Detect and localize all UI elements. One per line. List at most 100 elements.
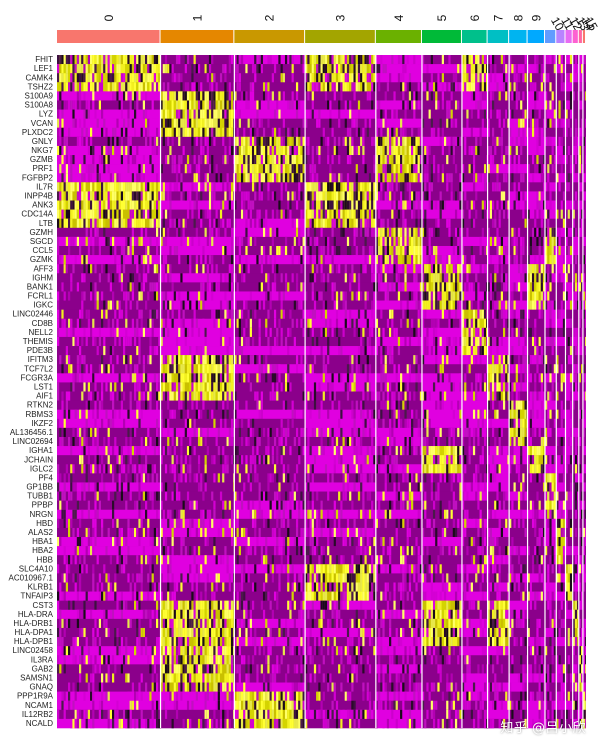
heatmap-cell (153, 82, 156, 92)
heatmap-cell (282, 291, 285, 301)
heatmap-cell (162, 64, 165, 74)
heatmap-cell (441, 200, 444, 210)
heatmap-cell (184, 118, 187, 129)
heatmap-cell (382, 227, 385, 238)
heatmap-cell (76, 191, 79, 201)
heatmap-cell (585, 136, 586, 147)
heatmap-cell (540, 355, 543, 365)
heatmap-cell (408, 155, 412, 165)
heatmap-cell (94, 382, 97, 392)
heatmap-cell (569, 164, 573, 174)
heatmap-cell (160, 209, 163, 219)
heatmap-cell (578, 155, 582, 165)
heatmap-cell (211, 82, 214, 92)
heatmap-cell (329, 164, 332, 174)
heatmap-cell (346, 136, 350, 147)
heatmap-cell (123, 327, 126, 338)
heatmap-cell (228, 373, 231, 383)
heatmap-cell (472, 318, 476, 329)
heatmap-cell (180, 382, 183, 392)
heatmap-cell (404, 227, 407, 238)
heatmap-cell (57, 164, 60, 174)
heatmap-cell (228, 100, 231, 110)
heatmap-block (375, 218, 422, 229)
heatmap-cell (318, 145, 321, 156)
heatmap-cell (366, 55, 369, 65)
heatmap-cell (538, 164, 541, 174)
heatmap-cell (338, 136, 341, 147)
heatmap-cell (305, 318, 308, 329)
heatmap-cell (562, 327, 566, 338)
heatmap-cell (167, 391, 170, 401)
heatmap-block (461, 136, 488, 147)
heatmap-cell (85, 73, 88, 83)
heatmap-block (509, 82, 528, 92)
heatmap-cell (76, 373, 79, 383)
heatmap-cell (454, 282, 458, 292)
heatmap-cell (421, 118, 425, 129)
heatmap-cell (271, 364, 274, 374)
heatmap-cell (524, 200, 527, 210)
heatmap-cell (249, 218, 252, 229)
heatmap-cell (105, 309, 108, 320)
heatmap-cell (262, 91, 266, 101)
heatmap-block (544, 264, 557, 274)
heatmap-cell (120, 191, 123, 201)
heatmap-cell (353, 382, 356, 392)
heatmap-cell (217, 127, 220, 138)
heatmap-cell (153, 218, 156, 229)
heatmap-cell (156, 291, 159, 301)
heatmap-cell (432, 327, 436, 338)
heatmap-cell (331, 200, 334, 210)
heatmap-cell (131, 282, 134, 292)
heatmap-cell (574, 327, 578, 338)
heatmap-cell (81, 182, 84, 192)
heatmap-cell (534, 200, 537, 210)
heatmap-cell (342, 218, 345, 229)
heatmap-cell (134, 73, 137, 83)
heatmap-cell (349, 182, 352, 192)
heatmap-cell (81, 336, 84, 347)
heatmap-cell (556, 155, 559, 165)
heatmap-cell (107, 164, 110, 174)
heatmap-cell (448, 291, 451, 301)
heatmap-cell (193, 91, 196, 101)
heatmap-cell (446, 100, 449, 110)
heatmap-cell (302, 55, 305, 65)
heatmap-cell (426, 164, 429, 174)
heatmap-cell (254, 73, 257, 83)
heatmap-cell (83, 73, 86, 83)
heatmap-cell (498, 209, 501, 219)
heatmap-cell (569, 346, 573, 356)
heatmap-cell (202, 318, 205, 329)
heatmap-cell (245, 155, 248, 165)
heatmap-cell (79, 82, 82, 92)
heatmap-cell (236, 73, 239, 83)
heatmap-block (305, 109, 376, 119)
heatmap-cell (357, 291, 361, 301)
heatmap-cell (267, 282, 270, 292)
heatmap-cell (251, 118, 255, 129)
heatmap-cell (384, 227, 387, 238)
heatmap-cell (439, 191, 442, 201)
heatmap-cell (417, 73, 420, 83)
heatmap-cell (338, 173, 341, 183)
heatmap-cell (254, 218, 257, 229)
heatmap-cell (65, 209, 68, 219)
heatmap-cell (452, 291, 455, 301)
heatmap-cell (360, 64, 363, 74)
heatmap-cell (173, 382, 176, 392)
heatmap-cell (140, 318, 143, 329)
heatmap-cell (140, 64, 143, 74)
heatmap-cell (140, 391, 143, 401)
heatmap-block (160, 364, 235, 374)
heatmap-block (234, 82, 306, 92)
heatmap-cell (400, 164, 403, 174)
heatmap-cell (483, 164, 487, 174)
heatmap-cell (120, 109, 123, 119)
heatmap-cell (368, 73, 372, 83)
heatmap-cell (582, 373, 586, 383)
heatmap-cell (400, 227, 403, 238)
heatmap-cell (219, 127, 223, 138)
heatmap-cell (435, 255, 438, 265)
